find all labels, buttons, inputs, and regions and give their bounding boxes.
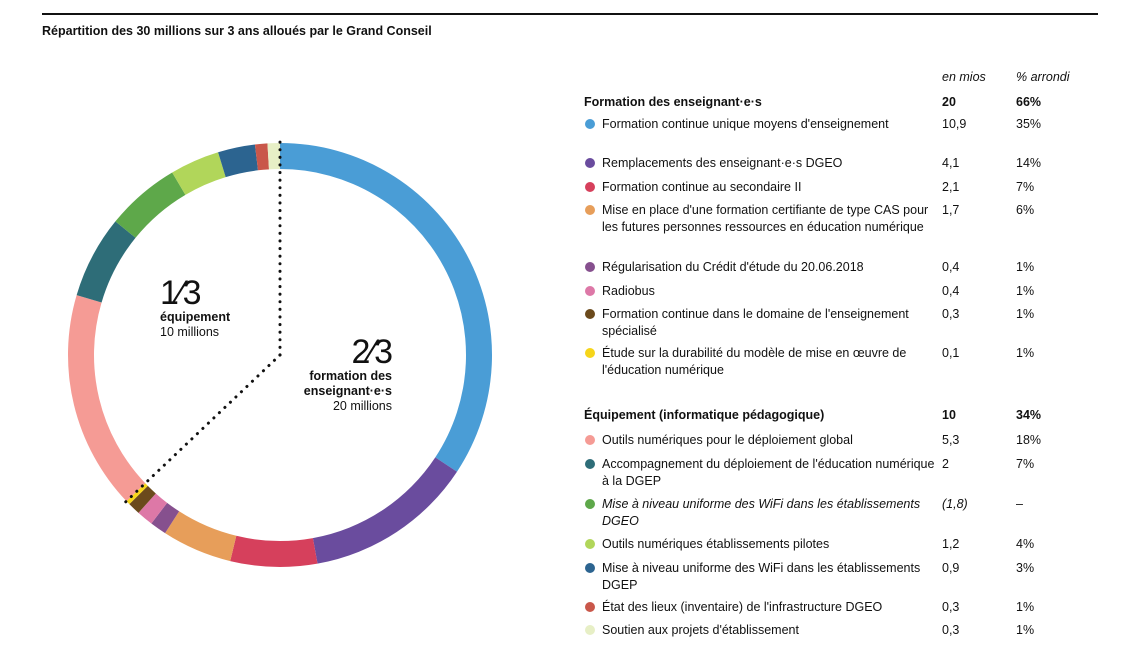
legend-percent: 1% [1016, 346, 1035, 360]
legend-percent: 1% [1016, 600, 1035, 614]
fraction-equipement-sub: 10 millions [160, 325, 220, 339]
legend-label: Radiobus [602, 284, 655, 298]
fraction-formation: 2⁄3 formation des enseignant·e·s 20 mill… [280, 333, 393, 414]
header-en-mios: en mios [942, 70, 986, 84]
legend-percent: 6% [1016, 203, 1035, 217]
legend-value: 0,3 [942, 623, 960, 637]
legend-percent: 7% [1016, 457, 1035, 471]
legend-swatch [585, 539, 595, 549]
legend-label: Outils numériques établissements pilotes [602, 537, 830, 551]
legend-label: Soutien aux projets d'établissement [602, 623, 799, 637]
legend-value: 2,1 [942, 180, 960, 194]
legend-label: Mise à niveau uniforme des WiFi dans les… [602, 497, 921, 528]
slice-1-6 [138, 493, 168, 524]
chart-title: Répartition des 30 millions sur 3 ans al… [42, 24, 432, 38]
legend-swatch [585, 459, 595, 469]
legend-percent: 1% [1016, 623, 1035, 637]
legend-group-value: 10 [942, 408, 956, 422]
slice-1-5 [151, 502, 180, 534]
legend-swatch [585, 262, 595, 272]
legend-label: Régularisation du Crédit d'étude du 20.0… [602, 260, 864, 274]
legend-label: Mise à niveau uniforme des WiFi dans les… [602, 561, 921, 592]
divider-group-split [120, 353, 282, 507]
slice-2-2 [76, 221, 136, 303]
fraction-formation-value: 2⁄3 [351, 333, 393, 371]
slice-1-4 [165, 511, 237, 562]
legend-percent: 1% [1016, 284, 1035, 298]
legend-label: État des lieux (inventaire) de l'infrast… [602, 600, 883, 614]
legend-value: 0,4 [942, 284, 960, 298]
legend-value: 0,1 [942, 346, 960, 360]
legend-value: 0,9 [942, 561, 960, 575]
legend-label: Formation continue dans le domaine de l'… [602, 307, 909, 338]
slice-2-4 [172, 152, 226, 195]
legend-percent: 4% [1016, 537, 1035, 551]
legend-value: (1,8) [942, 497, 968, 511]
legend-value: 0,4 [942, 260, 960, 274]
legend-group-label: Formation des enseignant·e·s [584, 95, 762, 109]
legend-percent: 1% [1016, 260, 1035, 274]
legend-label: Formation continue au secondaire II [602, 180, 802, 194]
legend-percent: 18% [1016, 433, 1042, 447]
legend-value: 0,3 [942, 307, 960, 321]
legend-label: Mise en place d'une formation certifiant… [602, 203, 929, 234]
slice-1-3 [230, 535, 318, 568]
legend-percent: 7% [1016, 180, 1035, 194]
legend-swatch [585, 625, 595, 635]
slice-1-1 [280, 143, 493, 472]
fraction-equipement-value: 1⁄3 [160, 274, 202, 312]
slice-2-7 [267, 143, 280, 170]
legend-value: 1,2 [942, 537, 960, 551]
header-pourcentage: % arrondi [1016, 70, 1070, 84]
legend-swatch [585, 435, 595, 445]
legend-value: 2 [942, 457, 949, 471]
slice-2-1 [67, 295, 146, 502]
donut-chart [67, 135, 493, 568]
slice-2-6 [254, 143, 269, 171]
legend-swatch [585, 499, 595, 509]
legend-label: Formation continue unique moyens d'ensei… [602, 117, 889, 131]
legend-value: 4,1 [942, 156, 960, 170]
legend-percent: 3% [1016, 561, 1035, 575]
legend-swatch [585, 119, 595, 129]
legend-swatch [585, 309, 595, 319]
legend-swatch [585, 602, 595, 612]
fraction-equipement-label: équipement [160, 310, 231, 324]
legend-swatch [585, 563, 595, 573]
legend-value: 5,3 [942, 433, 960, 447]
legend-swatch [585, 205, 595, 215]
legend-swatch [585, 286, 595, 296]
legend-percent: 1% [1016, 307, 1035, 321]
legend-group-label: Équipement (informatique pédagogique) [584, 408, 825, 422]
legend-label: Accompagnement du déploiement de l'éduca… [602, 457, 935, 488]
legend-group-percent: 66% [1016, 95, 1042, 109]
legend-swatch [585, 158, 595, 168]
slice-1-2 [312, 457, 457, 564]
legend-value: 10,9 [942, 117, 967, 131]
top-rule [42, 13, 1098, 15]
legend-value: 0,3 [942, 600, 960, 614]
legend-percent: 35% [1016, 117, 1042, 131]
legend-label: Remplacements des enseignant·e·s DGEO [602, 156, 843, 170]
legend-group-value: 20 [942, 95, 956, 109]
fraction-equipement: 1⁄3 équipement 10 millions [160, 276, 230, 340]
legend-swatch [585, 348, 595, 358]
legend-percent: – [1016, 497, 1023, 511]
legend-swatch [585, 182, 595, 192]
legend-percent: 14% [1016, 156, 1042, 170]
slice-2-3 [115, 172, 186, 238]
fraction-formation-sub: 20 millions [332, 399, 392, 413]
legend-label: Étude sur la durabilité du modèle de mis… [602, 346, 907, 377]
slice-2-5 [218, 144, 258, 178]
legend-label: Outils numériques pour le déploiement gl… [602, 433, 853, 447]
slice-1-7 [129, 485, 156, 513]
legend-group-percent: 34% [1016, 408, 1042, 422]
fraction-formation-label: formation des enseignant·e·s [303, 369, 392, 398]
slice-1-8 [126, 483, 148, 505]
legend-value: 1,7 [942, 203, 960, 217]
